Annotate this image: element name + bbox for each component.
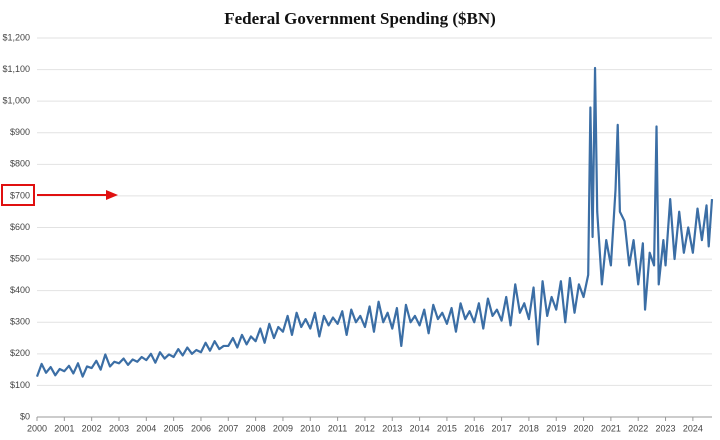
x-tick-label: 2009 [273, 423, 293, 433]
x-tick-label: 2014 [410, 423, 430, 433]
arrow-head [106, 190, 118, 200]
x-tick-label: 2021 [601, 423, 621, 433]
x-tick-label: 2013 [382, 423, 402, 433]
plot-area: $0 $100 $200 $300 $400 $500 $600 $700 $800 $900 $1… [2, 32, 714, 433]
x-tick-label: 2011 [328, 423, 347, 433]
x-tick-label: 2020 [574, 423, 594, 433]
chart-title: Federal Government Spending ($BN) [224, 9, 496, 28]
x-tick-label: 2016 [464, 423, 484, 433]
x-tick-label: 2017 [492, 423, 512, 433]
y-tick-label: $0 [20, 411, 30, 421]
y-tick-label: $400 [10, 285, 30, 295]
x-tick-label: 2019 [546, 423, 566, 433]
x-tick-label: 2015 [437, 423, 457, 433]
y-tick-label: $500 [10, 253, 30, 263]
y-tick-label: $700 [10, 190, 30, 200]
x-tick-label: 2018 [519, 423, 539, 433]
data-line [35, 66, 714, 378]
x-tick-label: 2022 [628, 423, 648, 433]
x-tick-label: 2002 [82, 423, 102, 433]
x-tick-label: 2006 [191, 423, 211, 433]
y-tick-label: $200 [10, 348, 30, 358]
y-tick-label: $300 [10, 317, 30, 327]
x-tick-label: 2004 [136, 423, 156, 433]
y-tick-label: $100 [10, 380, 30, 390]
y-tick-label: $1,100 [2, 64, 30, 74]
highlight-box [1, 184, 35, 206]
x-tick-label: 2007 [218, 423, 238, 433]
x-tick-label: 2023 [656, 423, 676, 433]
x-tick-label: 2008 [246, 423, 266, 433]
x-tick-label: 2024 [683, 423, 703, 433]
x-tick-label: 2005 [164, 423, 184, 433]
x-tick-label: 2003 [109, 423, 129, 433]
x-tick-label: 2012 [355, 423, 375, 433]
x-tick-label: 2010 [300, 423, 320, 433]
y-tick-label: $800 [10, 159, 30, 169]
y-tick-label: $1,200 [2, 32, 30, 42]
y-tick-label: $600 [10, 222, 30, 232]
y-tick-label: $1,000 [2, 96, 30, 106]
x-tick-label: 2001 [54, 423, 74, 433]
x-tick-label: 2000 [27, 423, 47, 433]
y-tick-label: $900 [10, 127, 30, 137]
